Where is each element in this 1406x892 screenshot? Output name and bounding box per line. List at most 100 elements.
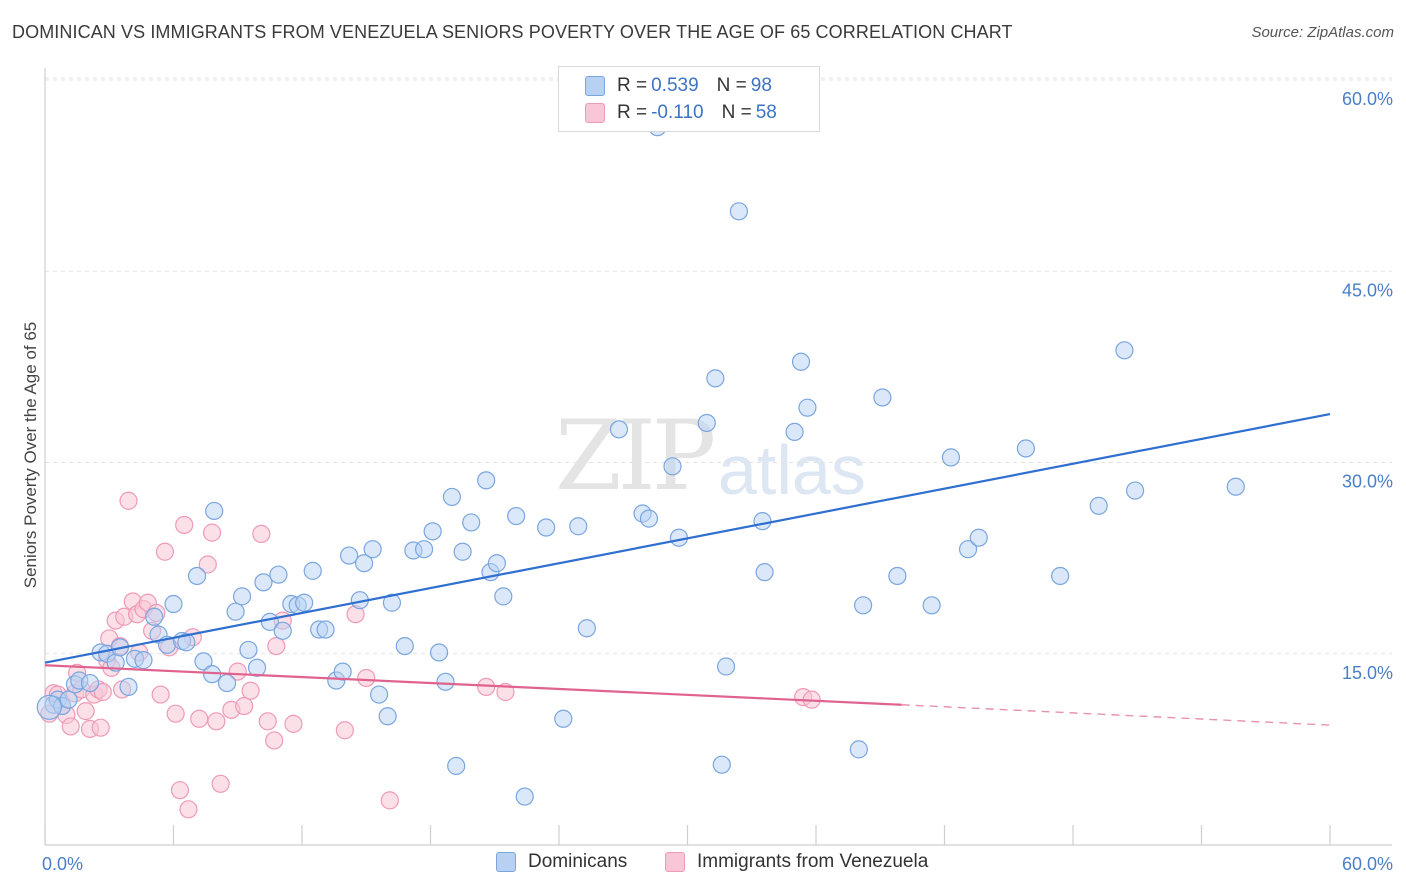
dominican-point [254,573,273,592]
dominican-point [355,554,374,573]
dominican-point [194,652,213,671]
dominican-point [888,566,907,586]
y-tick-label: 30.0% [1342,472,1393,492]
venezuela-point [357,668,376,688]
venezuela-point [151,685,170,704]
legend-n-label: N = [721,102,752,123]
dominican-point [941,448,961,467]
dominican-point [423,522,442,541]
dominican-point [414,540,434,559]
dominican-point [205,501,224,521]
y-axis-label: Seniors Poverty Over the Age of 65 [21,322,40,588]
dominican-point [669,528,689,547]
dominican-point [59,690,78,709]
series-label-venezuela: Immigrants from Venezuela [697,851,929,872]
dominican-point [187,566,207,586]
venezuela-point [267,636,286,656]
legend-r-value-dominicans: 0.539 [651,75,699,96]
dominican-point [1051,566,1070,586]
x-tick-label: 0.0% [42,854,83,874]
dominican-point [370,685,389,704]
series-swatch-venezuela [665,852,685,872]
dominican-point [1226,477,1245,496]
venezuela-point [179,800,198,819]
dominican-point [134,651,153,670]
legend-swatch-venezuela [585,103,605,123]
dominican-point [515,787,534,806]
venezuela-point [202,523,222,542]
dominican-point [1089,496,1108,515]
y-tick-label: 60.0% [1342,89,1393,109]
venezuela-trend-line [44,664,902,706]
venezuela-point [198,555,217,574]
venezuela-trend-extension [901,704,1331,726]
dominican-point [36,694,62,720]
legend-n-value-venezuela: 58 [755,102,777,123]
venezuela-point [76,702,95,721]
watermark-atlas: atlas [718,431,866,509]
venezuela-point [119,491,138,510]
dominican-point [295,593,314,612]
y-tick-label: 45.0% [1342,280,1393,300]
correlation-legend: R = 0.539 N = 98 R = -0.110 N = 58 [558,66,820,132]
dominican-point [1126,481,1145,500]
legend-r-label: R = [617,102,648,123]
dominican-point [1016,439,1035,458]
dominican-point [177,633,196,652]
dominican-point [217,673,237,693]
dominican-point [363,540,382,559]
trend-lines [44,412,1331,726]
dominican-point [729,202,749,221]
dominican-point [80,673,100,693]
venezuela-point [93,682,112,702]
dominican-point [663,457,682,476]
dominican-point [395,636,414,656]
dominican-point [239,640,258,660]
watermark-zip: ZIP [555,400,716,512]
dominican-point [958,540,978,559]
dominican-point [507,506,526,526]
venezuela-point [190,709,209,728]
dominican-point [854,596,873,615]
dominican-point [609,420,629,439]
tick-labels: 15.0% 30.0% 45.0% 60.0% 0.0% 60.0% [42,89,1393,874]
dominican-point [569,517,588,536]
legend-r-value-venezuela: -0.110 [651,102,704,123]
venezuela-point [155,542,175,561]
y-tick-label: 15.0% [1342,663,1393,683]
dominican-point [639,509,659,528]
dominican-point [873,388,892,407]
dominican-point [378,707,397,726]
venezuela-point [380,791,399,810]
venezuela-point [265,731,284,750]
dominican-points [36,118,1245,806]
legend-n-value-dominicans: 98 [750,75,772,96]
dominican-point [273,621,292,640]
dominican-point [969,528,988,547]
dominican-point [340,546,359,565]
dominican-point [697,413,716,433]
venezuela-point [211,774,230,793]
legend-r-label: R = [617,75,648,96]
dominican-point [755,563,774,582]
venezuela-point [252,524,271,544]
legend-swatch-dominicans [585,76,605,96]
legend-item-venezuela: Immigrants from Venezuela [665,851,928,873]
dominican-point [712,755,731,774]
source-label: Source: ZipAtlas.com [1251,24,1394,41]
venezuela-point [284,714,303,733]
venezuela-point [170,781,190,800]
dominican-point [477,471,496,490]
venezuela-point [335,721,354,740]
dominican-point [753,512,772,531]
dominican-point [487,554,506,573]
dominican-point [716,657,736,676]
dominican-point [554,709,573,728]
dominican-point [494,587,513,606]
dominican-point [247,658,267,677]
axes [44,68,1392,846]
dominican-point [382,593,402,612]
dominican-point [1115,341,1134,360]
dominican-point [706,369,725,388]
